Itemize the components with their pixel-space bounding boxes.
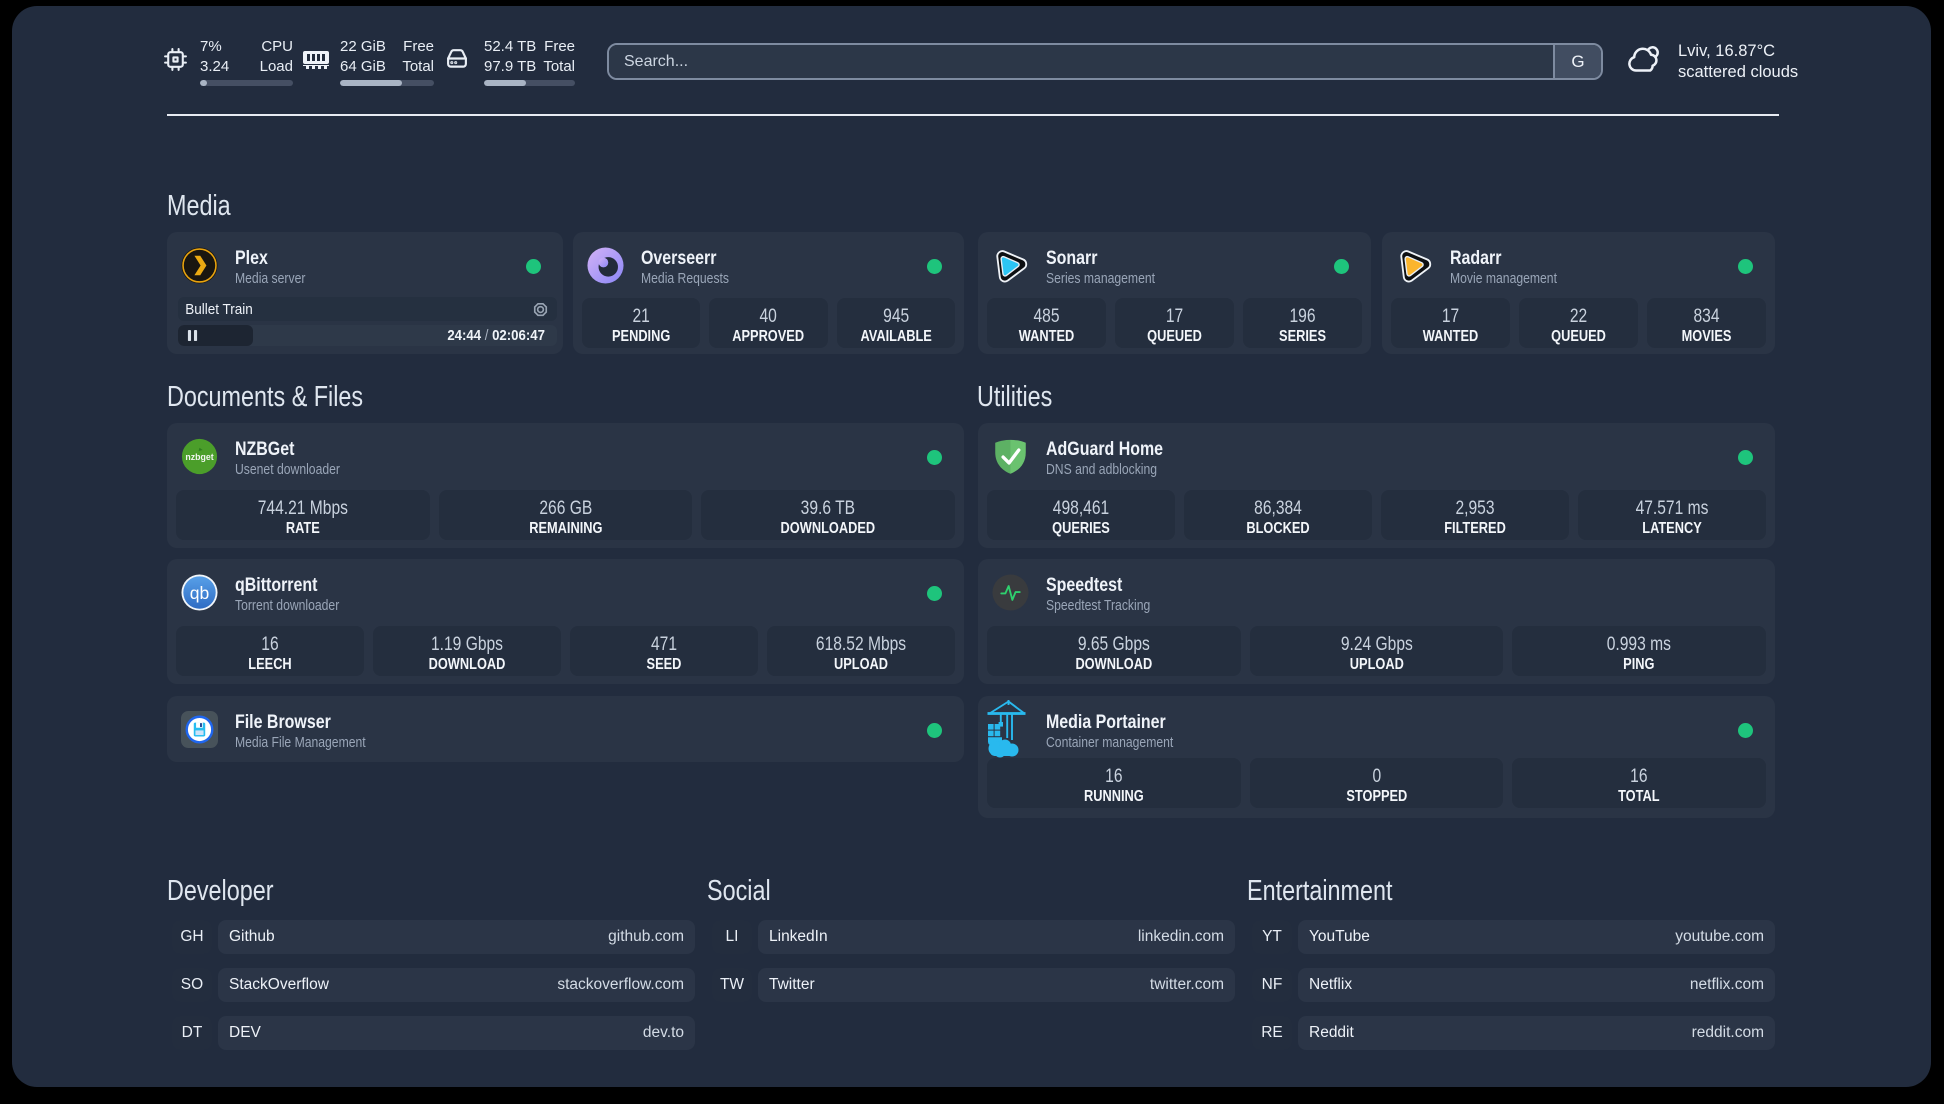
svg-text:nzbget: nzbget <box>185 452 213 462</box>
svg-text:qb: qb <box>190 583 210 603</box>
